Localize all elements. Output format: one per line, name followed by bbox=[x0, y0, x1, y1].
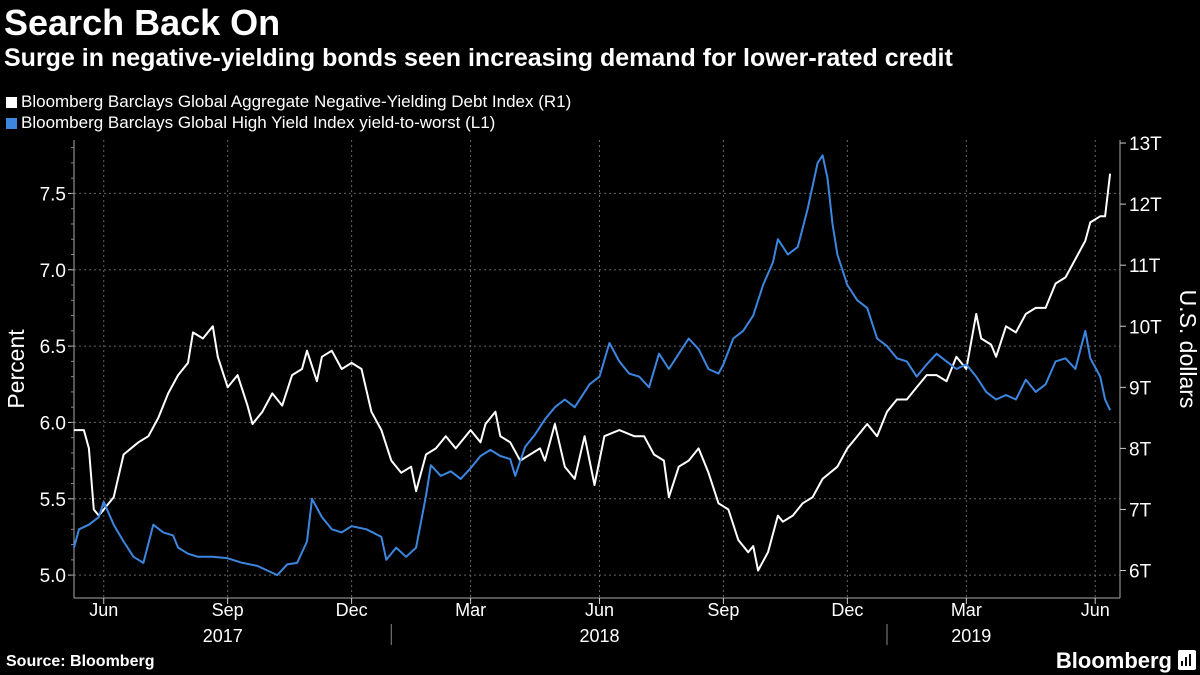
chart-subtitle: Surge in negative-yielding bonds seen in… bbox=[4, 44, 953, 72]
x-axis-year-label: 2017 bbox=[203, 626, 243, 646]
legend-item-high-yield: Bloomberg Barclays Global High Yield Ind… bbox=[6, 113, 495, 133]
right-axis-tick-label: 9T bbox=[1129, 378, 1152, 399]
left-axis-title: Percent bbox=[3, 329, 29, 409]
left-axis-tick-label: 7.0 bbox=[40, 261, 66, 282]
x-axis-tick-label: Jun bbox=[1081, 600, 1110, 620]
right-axis-tick-label: 12T bbox=[1129, 195, 1162, 216]
x-axis-tick-label: Dec bbox=[336, 600, 368, 620]
bloomberg-logo: Bloomberg bbox=[1055, 648, 1172, 673]
chart-title: Search Back On bbox=[4, 2, 281, 43]
x-axis-year-label: 2019 bbox=[951, 626, 991, 646]
right-axis-title: U.S. dollars bbox=[1175, 290, 1200, 409]
right-axis-tick-label: 13T bbox=[1129, 134, 1162, 155]
left-axis-tick-label: 5.5 bbox=[40, 490, 66, 511]
x-axis-tick-label: Mar bbox=[951, 600, 982, 620]
x-axis-tick-label: Jun bbox=[89, 600, 118, 620]
bloomberg-chart-icon bbox=[1178, 650, 1196, 670]
right-axis-tick-label: 6T bbox=[1129, 562, 1152, 583]
series-line-negative-yield bbox=[74, 173, 1112, 572]
legend-swatch-white bbox=[6, 97, 17, 108]
legend-label-high-yield: Bloomberg Barclays Global High Yield Ind… bbox=[21, 113, 496, 132]
x-axis-tick-label: Jun bbox=[585, 600, 614, 620]
left-axis-tick-label: 7.5 bbox=[40, 184, 66, 205]
right-axis-tick-label: 10T bbox=[1129, 317, 1162, 338]
right-axis-tick-label: 7T bbox=[1129, 500, 1152, 521]
series-line-high-yield bbox=[73, 154, 1112, 577]
left-axis-tick-label: 5.0 bbox=[40, 566, 66, 587]
right-axis-tick-label: 11T bbox=[1129, 256, 1161, 277]
x-axis-tick-label: Mar bbox=[455, 600, 486, 620]
legend-swatch-blue bbox=[6, 118, 17, 129]
legend-label-negative-yield: Bloomberg Barclays Global Aggregate Nega… bbox=[21, 92, 572, 111]
x-axis-tick-label: Sep bbox=[707, 600, 739, 620]
x-axis-tick-label: Dec bbox=[831, 600, 863, 620]
x-axis-tick-label: Sep bbox=[212, 600, 244, 620]
right-axis-tick-label: 8T bbox=[1129, 439, 1152, 460]
x-axis-year-label: 2018 bbox=[579, 626, 619, 646]
legend-item-negative-yield: Bloomberg Barclays Global Aggregate Nega… bbox=[6, 92, 571, 112]
source-note: Source: Bloomberg bbox=[6, 653, 155, 670]
left-axis-tick-label: 6.5 bbox=[40, 337, 66, 358]
left-axis-tick-label: 6.0 bbox=[40, 413, 66, 434]
